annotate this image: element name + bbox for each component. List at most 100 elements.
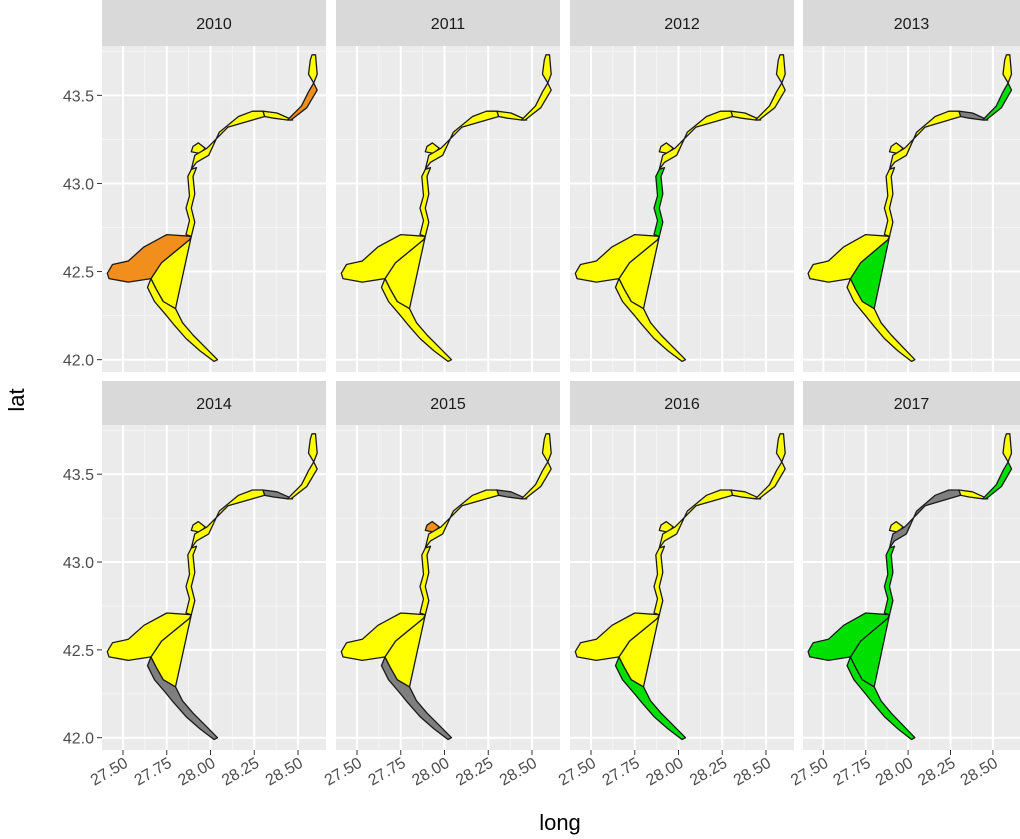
y-tick-label: 43.0 bbox=[63, 555, 94, 572]
region-north-bend bbox=[496, 110, 528, 121]
region-lagoon bbox=[340, 612, 426, 662]
panel-background bbox=[336, 425, 560, 750]
region-north-tip bbox=[754, 461, 786, 500]
region-north-cap bbox=[541, 433, 552, 463]
region-mid-coast bbox=[883, 545, 896, 616]
region-mid-coast bbox=[419, 166, 432, 237]
x-tick-label: 28.00 bbox=[873, 755, 916, 790]
x-axes: 27.50 27.75 28.00 28.25 28.50 27.50 27.75 28.00… bbox=[88, 750, 1001, 789]
facet-2013: 2013 bbox=[803, 0, 1020, 372]
region-upper-coast bbox=[424, 110, 500, 171]
x-tick-label: 28.25 bbox=[453, 755, 496, 790]
y-tick-label: 42.5 bbox=[63, 265, 94, 282]
x-tick-label: 27.75 bbox=[132, 755, 175, 790]
x-tick-label: 28.50 bbox=[497, 755, 540, 790]
region-upper-coast bbox=[424, 489, 500, 549]
region-north-bend bbox=[262, 489, 294, 500]
x-tick-label: 28.50 bbox=[731, 755, 774, 790]
x-tick-label: 28.50 bbox=[958, 755, 1001, 790]
x-tick-label: 27.50 bbox=[788, 755, 831, 790]
region-upper-coast bbox=[190, 489, 266, 549]
facet-2014: 2014 bbox=[102, 381, 326, 750]
y-tick-label: 42.5 bbox=[63, 643, 94, 660]
x-tick-label: 28.00 bbox=[409, 755, 452, 790]
region-lagoon bbox=[807, 233, 891, 283]
x-tick-label: 28.25 bbox=[219, 755, 262, 790]
panel-background bbox=[803, 46, 1020, 372]
region-upper-coast bbox=[888, 489, 962, 549]
facet-strip bbox=[336, 0, 560, 46]
region-north-tip bbox=[520, 82, 552, 121]
region-lagoon bbox=[340, 233, 426, 283]
region-mid-coast bbox=[419, 545, 432, 616]
facet-2012: 2012 bbox=[570, 0, 794, 372]
facet-strip-label: 2010 bbox=[196, 16, 232, 33]
region-north-tip bbox=[520, 461, 552, 500]
region-north-bend bbox=[730, 110, 762, 121]
region-lagoon bbox=[106, 612, 192, 662]
y-axes: 42.0 42.5 43.0 43.5 42.0 42.5 43.0 43.5 bbox=[63, 88, 102, 748]
region-north-cap bbox=[1002, 433, 1013, 463]
facet-strip-label: 2011 bbox=[431, 16, 466, 33]
facet-strip-label: 2015 bbox=[430, 396, 466, 413]
x-tick-label: 28.25 bbox=[915, 755, 958, 790]
x-axis-title: long bbox=[539, 810, 581, 835]
region-north-cap bbox=[541, 54, 552, 84]
region-north-cap bbox=[307, 54, 318, 84]
x-tick-label: 27.50 bbox=[88, 755, 131, 790]
facet-strip-label: 2014 bbox=[196, 396, 232, 413]
x-tick-label: 28.50 bbox=[263, 755, 306, 790]
y-axis-title: lat bbox=[4, 388, 29, 411]
y-tick-label: 43.0 bbox=[63, 176, 94, 193]
y-tick-label: 42.0 bbox=[63, 353, 94, 370]
x-tick-label: 27.75 bbox=[600, 755, 643, 790]
x-tick-label: 27.50 bbox=[556, 755, 599, 790]
facet-strip bbox=[570, 0, 794, 46]
facet-2016: 2016 bbox=[570, 381, 794, 750]
region-north-tip bbox=[286, 461, 318, 500]
region-lagoon bbox=[574, 612, 660, 662]
y-tick-label: 43.5 bbox=[63, 467, 94, 484]
region-north-tip bbox=[286, 82, 318, 121]
region-north-tip bbox=[982, 461, 1013, 500]
region-mid-coast bbox=[653, 166, 666, 237]
region-north-bend bbox=[730, 489, 762, 500]
facet-strip bbox=[102, 381, 326, 425]
panel-background bbox=[570, 46, 794, 372]
facet-strip-label: 2017 bbox=[894, 396, 930, 413]
y-tick-label: 43.5 bbox=[63, 88, 94, 105]
x-tick-label: 28.00 bbox=[175, 755, 218, 790]
region-north-cap bbox=[307, 433, 318, 463]
region-north-tip bbox=[982, 82, 1013, 121]
panel-background bbox=[336, 46, 560, 372]
region-north-tip bbox=[754, 82, 786, 121]
facet-strip bbox=[803, 0, 1020, 46]
region-north-bend bbox=[496, 489, 528, 500]
region-upper-coast bbox=[658, 110, 734, 171]
region-north-bend bbox=[958, 110, 989, 121]
facet-strip bbox=[336, 381, 560, 425]
panel-background bbox=[102, 425, 326, 750]
region-north-cap bbox=[1002, 54, 1013, 84]
region-mid-coast bbox=[653, 545, 666, 616]
region-north-bend bbox=[958, 489, 989, 500]
facet-2011: 2011 bbox=[336, 0, 560, 372]
region-lagoon bbox=[574, 233, 660, 283]
x-tick-label: 28.00 bbox=[643, 755, 686, 790]
region-north-cap bbox=[775, 54, 786, 84]
x-tick-label: 28.25 bbox=[687, 755, 730, 790]
region-lagoon bbox=[106, 233, 192, 283]
panel-background bbox=[570, 425, 794, 750]
x-tick-label: 27.50 bbox=[322, 755, 365, 790]
region-mid-coast bbox=[185, 166, 198, 237]
x-tick-label: 27.75 bbox=[366, 755, 409, 790]
facet-strip-label: 2013 bbox=[894, 16, 930, 33]
panel-background bbox=[803, 425, 1020, 750]
facet-2015: 2015 bbox=[336, 381, 560, 750]
facet-2010: 2010 bbox=[102, 0, 326, 372]
region-mid-coast bbox=[883, 166, 896, 237]
facet-panels: 2010 2011 2012 2013 2014 2015 2016 2017 bbox=[102, 0, 1020, 750]
x-tick-label: 27.75 bbox=[831, 755, 874, 790]
region-lagoon bbox=[807, 612, 891, 662]
